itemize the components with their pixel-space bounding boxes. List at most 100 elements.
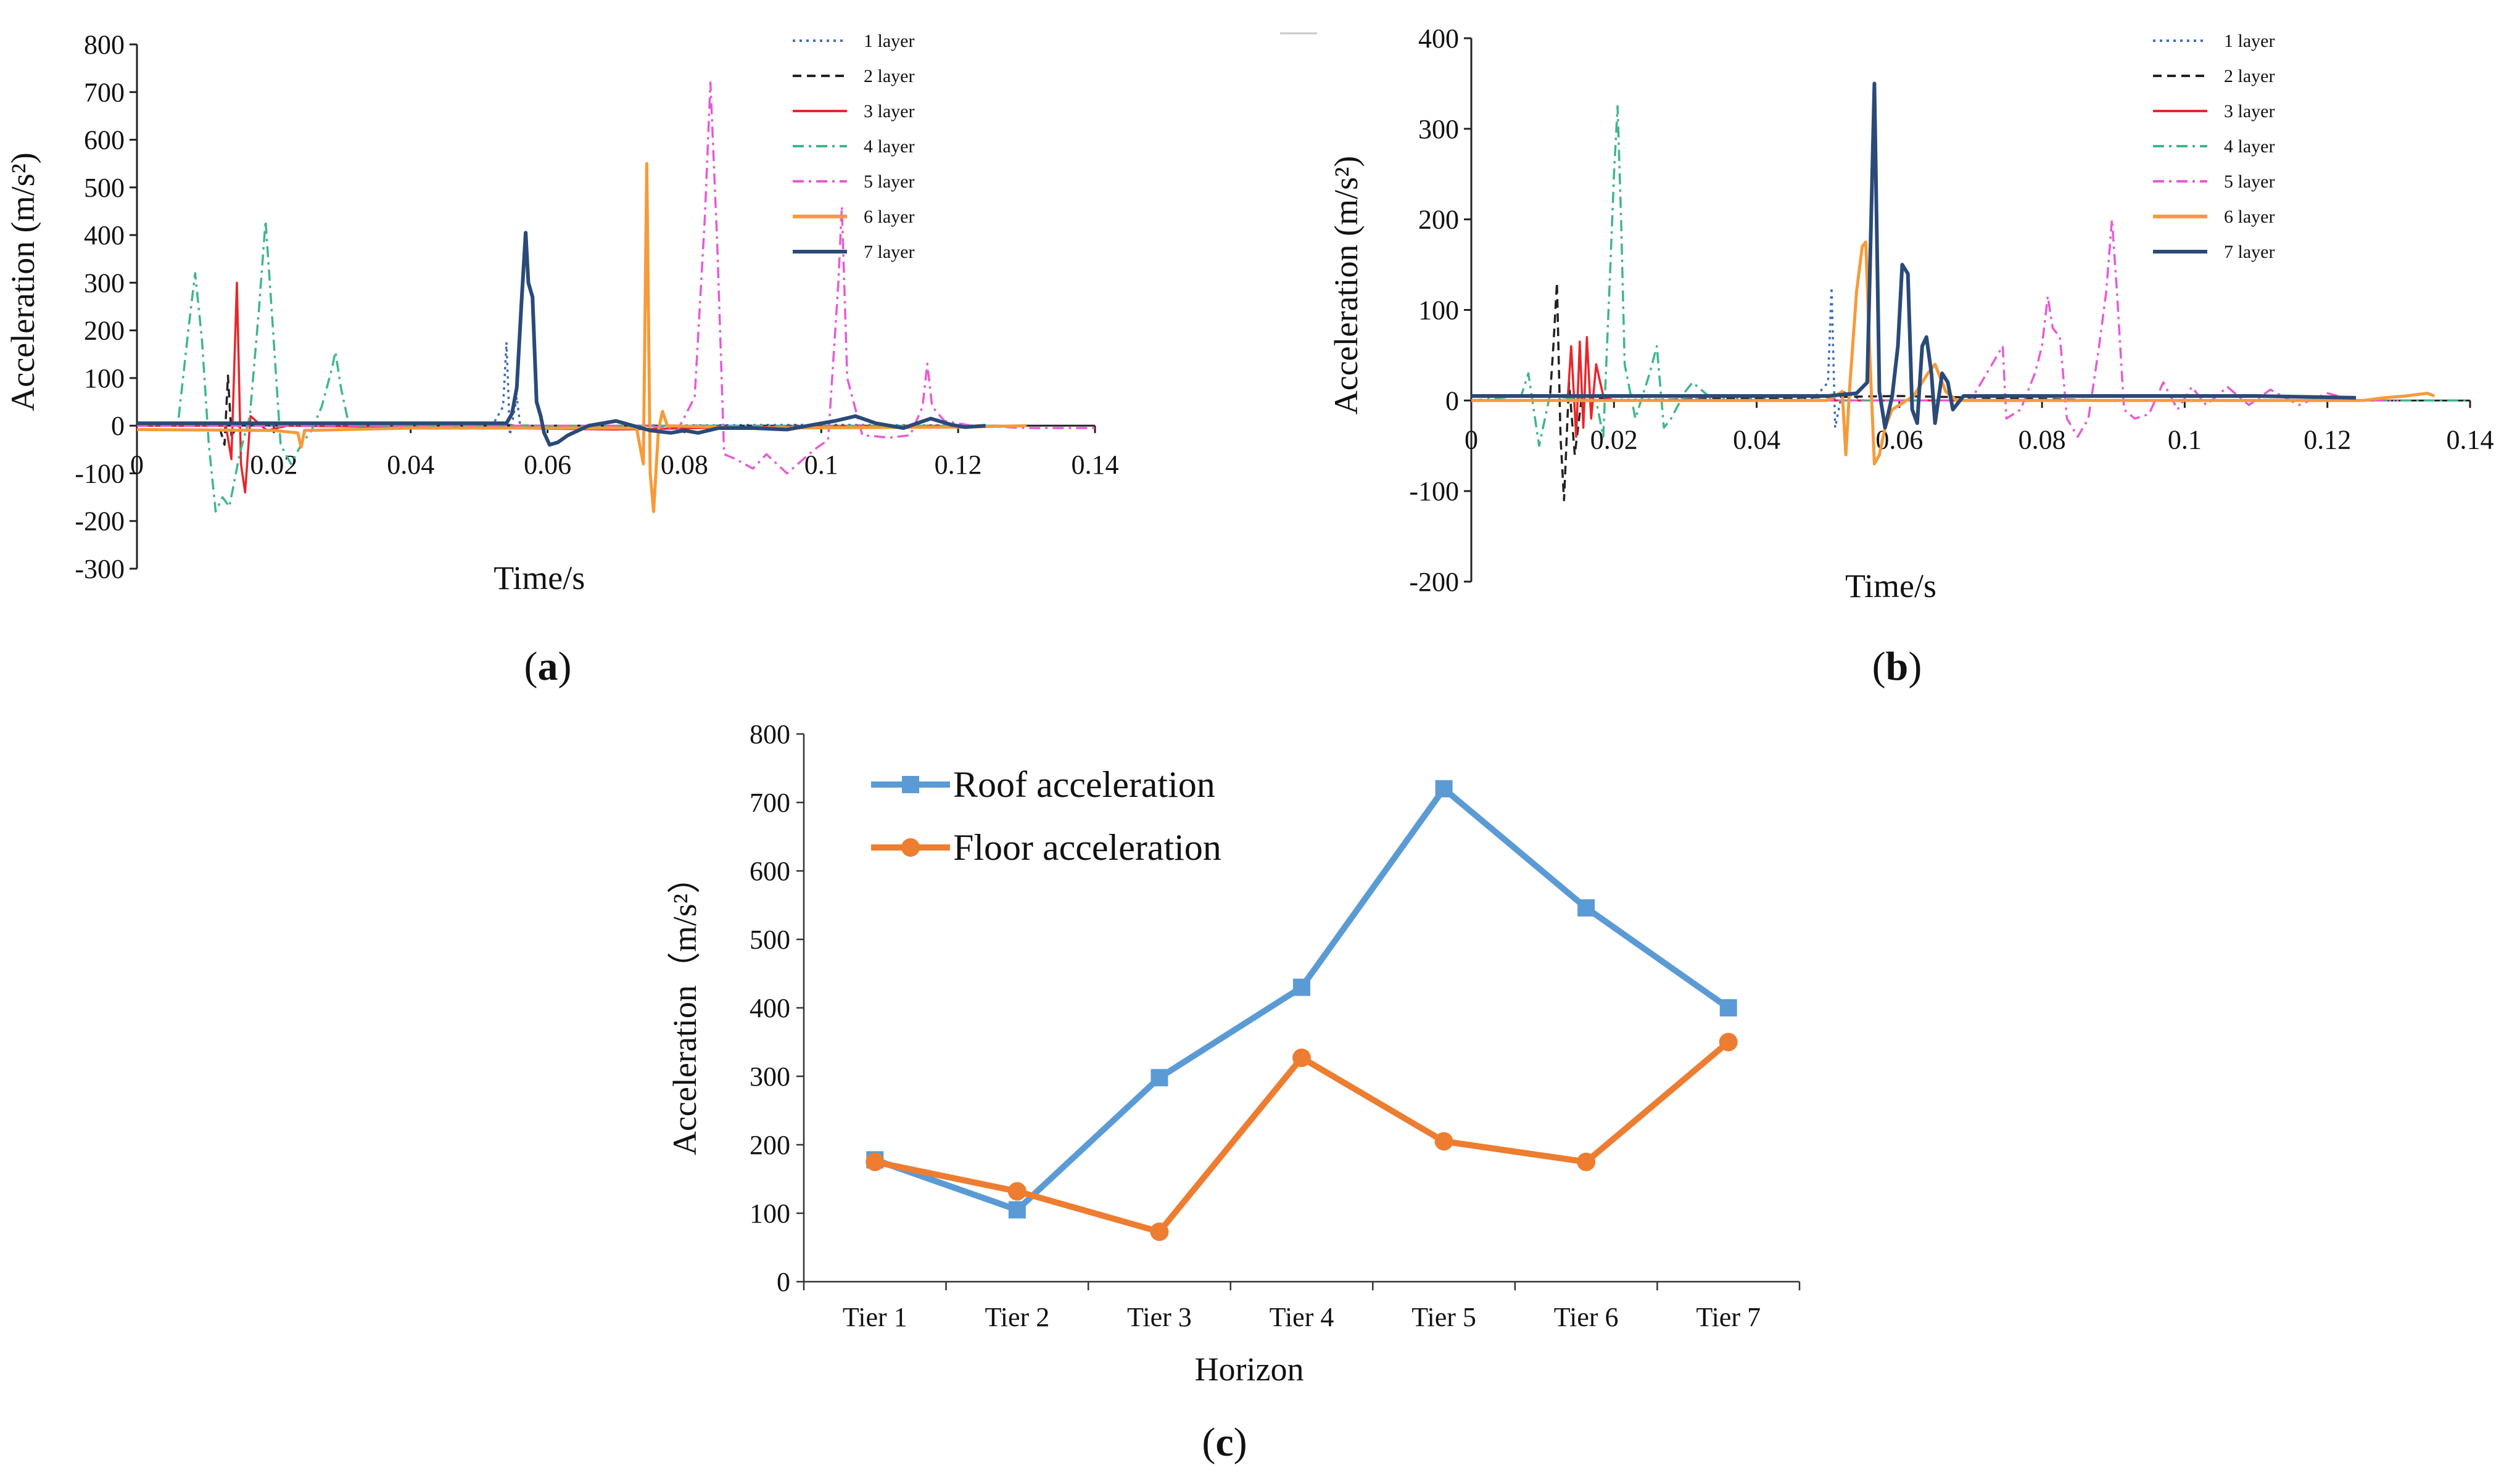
panel-label-close: ) xyxy=(558,644,572,689)
x-tick-label: 0.1 xyxy=(2168,424,2202,455)
x-tick-label: 0.08 xyxy=(2018,424,2066,455)
y-tick-label: 0 xyxy=(1445,385,1459,416)
data-point-floor xyxy=(1150,1222,1169,1241)
panel-label-letter: b xyxy=(1886,644,1909,689)
legend-label: 3 layer xyxy=(864,101,914,122)
x-category-label: Tier 7 xyxy=(1696,1302,1761,1332)
data-point-roof xyxy=(1293,978,1310,996)
legend-marker xyxy=(901,838,920,857)
data-point-roof xyxy=(1151,1069,1168,1087)
y-tick-label: 800 xyxy=(750,719,790,749)
x-category-label: Tier 6 xyxy=(1554,1302,1619,1332)
legend-label: 6 layer xyxy=(864,207,914,227)
y-axis-title: Acceleration（m/s²） xyxy=(666,860,703,1155)
x-tick-label: 0.1 xyxy=(804,450,838,480)
panel-label-close: ) xyxy=(1234,1420,1247,1465)
panel-label: (a) xyxy=(524,644,572,689)
panel-label-letter: c xyxy=(1215,1420,1233,1465)
data-point-floor xyxy=(1007,1182,1027,1201)
data-point-floor xyxy=(1719,1033,1738,1052)
x-category-label: Tier 2 xyxy=(985,1302,1049,1332)
x-tick-label: 0 xyxy=(130,450,144,480)
y-tick-label: 600 xyxy=(84,125,125,155)
series-line-5-layer xyxy=(137,81,1095,475)
x-tick-label: 0 xyxy=(1465,424,1478,455)
y-tick-label: 100 xyxy=(1418,295,1459,326)
data-point-floor xyxy=(1577,1152,1596,1171)
panel-label: (c) xyxy=(1202,1420,1247,1465)
x-tick-label: 0.12 xyxy=(935,450,982,480)
data-point-floor xyxy=(1434,1132,1453,1151)
series-line-7-layer xyxy=(137,231,986,447)
series-line-4-layer xyxy=(136,220,993,513)
legend-label: 1 layer xyxy=(864,31,914,51)
x-axis-title: Time/s xyxy=(494,559,585,596)
legend-label: 5 layer xyxy=(864,171,914,192)
y-tick-label: 200 xyxy=(84,316,125,346)
series-line-6-layer xyxy=(136,162,1027,513)
y-tick-label: 800 xyxy=(84,30,125,60)
x-tick-label: 0.12 xyxy=(2304,424,2351,455)
legend-label: 3 layer xyxy=(2224,101,2275,122)
y-tick-label: 200 xyxy=(1418,205,1459,235)
x-category-label: Tier 5 xyxy=(1411,1302,1476,1332)
x-category-label: Tier 1 xyxy=(843,1302,907,1332)
legend-label: 7 layer xyxy=(2224,242,2275,262)
y-tick-label: 200 xyxy=(750,1130,790,1160)
x-tick-label: 0.02 xyxy=(1590,424,1638,455)
y-tick-label: 100 xyxy=(84,363,125,394)
y-tick-label: 700 xyxy=(750,788,790,818)
chart-panel-c: 0 100 200 300 400 500 600 700 800 Tier 1 Tier 2 Tie… xyxy=(666,719,1801,1465)
y-tick-label: 400 xyxy=(1418,23,1459,54)
y-tick-label: 0 xyxy=(111,411,125,441)
panel-label-letter: a xyxy=(538,644,558,689)
legend-label: Roof acceleration xyxy=(953,764,1215,805)
legend-label: 2 layer xyxy=(864,66,914,86)
y-axis-title: Acceleration (m/s²) xyxy=(1328,156,1365,415)
data-point-roof xyxy=(1719,999,1737,1016)
panel-label-open: ( xyxy=(524,644,538,689)
legend-label: 2 layer xyxy=(2224,66,2275,86)
y-tick-label: -300 xyxy=(75,554,125,584)
y-tick-label: 300 xyxy=(1418,114,1459,144)
legend-label: 4 layer xyxy=(864,136,914,157)
x-tick-label: 0.02 xyxy=(250,450,297,480)
x-tick-label: 0.14 xyxy=(2447,424,2494,455)
data-point-roof xyxy=(1435,780,1453,798)
y-tick-label: 700 xyxy=(84,77,125,107)
x-axis-title: Horizon xyxy=(1195,1351,1304,1388)
legend-label: 7 layer xyxy=(864,242,914,262)
y-tick-label: 500 xyxy=(84,173,125,203)
legend-label: Floor acceleration xyxy=(953,827,1221,868)
y-tick-label: 500 xyxy=(750,925,790,955)
y-tick-label: -200 xyxy=(1409,567,1459,597)
y-tick-label: 0 xyxy=(777,1267,790,1297)
data-point-floor xyxy=(866,1152,885,1171)
y-tick-label: -100 xyxy=(75,458,125,488)
y-tick-label: 600 xyxy=(750,856,790,886)
panel-label-close: ) xyxy=(1908,644,1922,689)
data-point-floor xyxy=(1292,1049,1311,1068)
legend-label: 4 layer xyxy=(2224,136,2275,157)
x-tick-label: 0.08 xyxy=(661,450,708,480)
x-tick-label: 0.06 xyxy=(524,450,571,480)
x-category-label: Tier 4 xyxy=(1270,1302,1334,1332)
x-tick-label: 0.04 xyxy=(1733,424,1780,455)
panel-label: (b) xyxy=(1872,644,1922,689)
x-tick-label: 0.04 xyxy=(387,450,434,480)
series-line-2-layer xyxy=(137,374,993,446)
y-tick-label: -200 xyxy=(75,506,125,537)
x-axis-title: Time/s xyxy=(1845,567,1936,604)
x-category-label: Tier 3 xyxy=(1127,1302,1192,1332)
series-line-7-layer xyxy=(1471,81,2357,430)
legend-label: 5 layer xyxy=(2224,171,2275,192)
y-tick-label: 400 xyxy=(84,220,125,250)
y-tick-label: 300 xyxy=(84,268,125,298)
series-line-5-layer xyxy=(1471,218,2399,438)
panel-label-open: ( xyxy=(1202,1420,1215,1465)
y-tick-label: 300 xyxy=(750,1061,790,1092)
legend-label: 6 layer xyxy=(2224,207,2275,227)
x-tick-label: 0.14 xyxy=(1072,450,1119,480)
